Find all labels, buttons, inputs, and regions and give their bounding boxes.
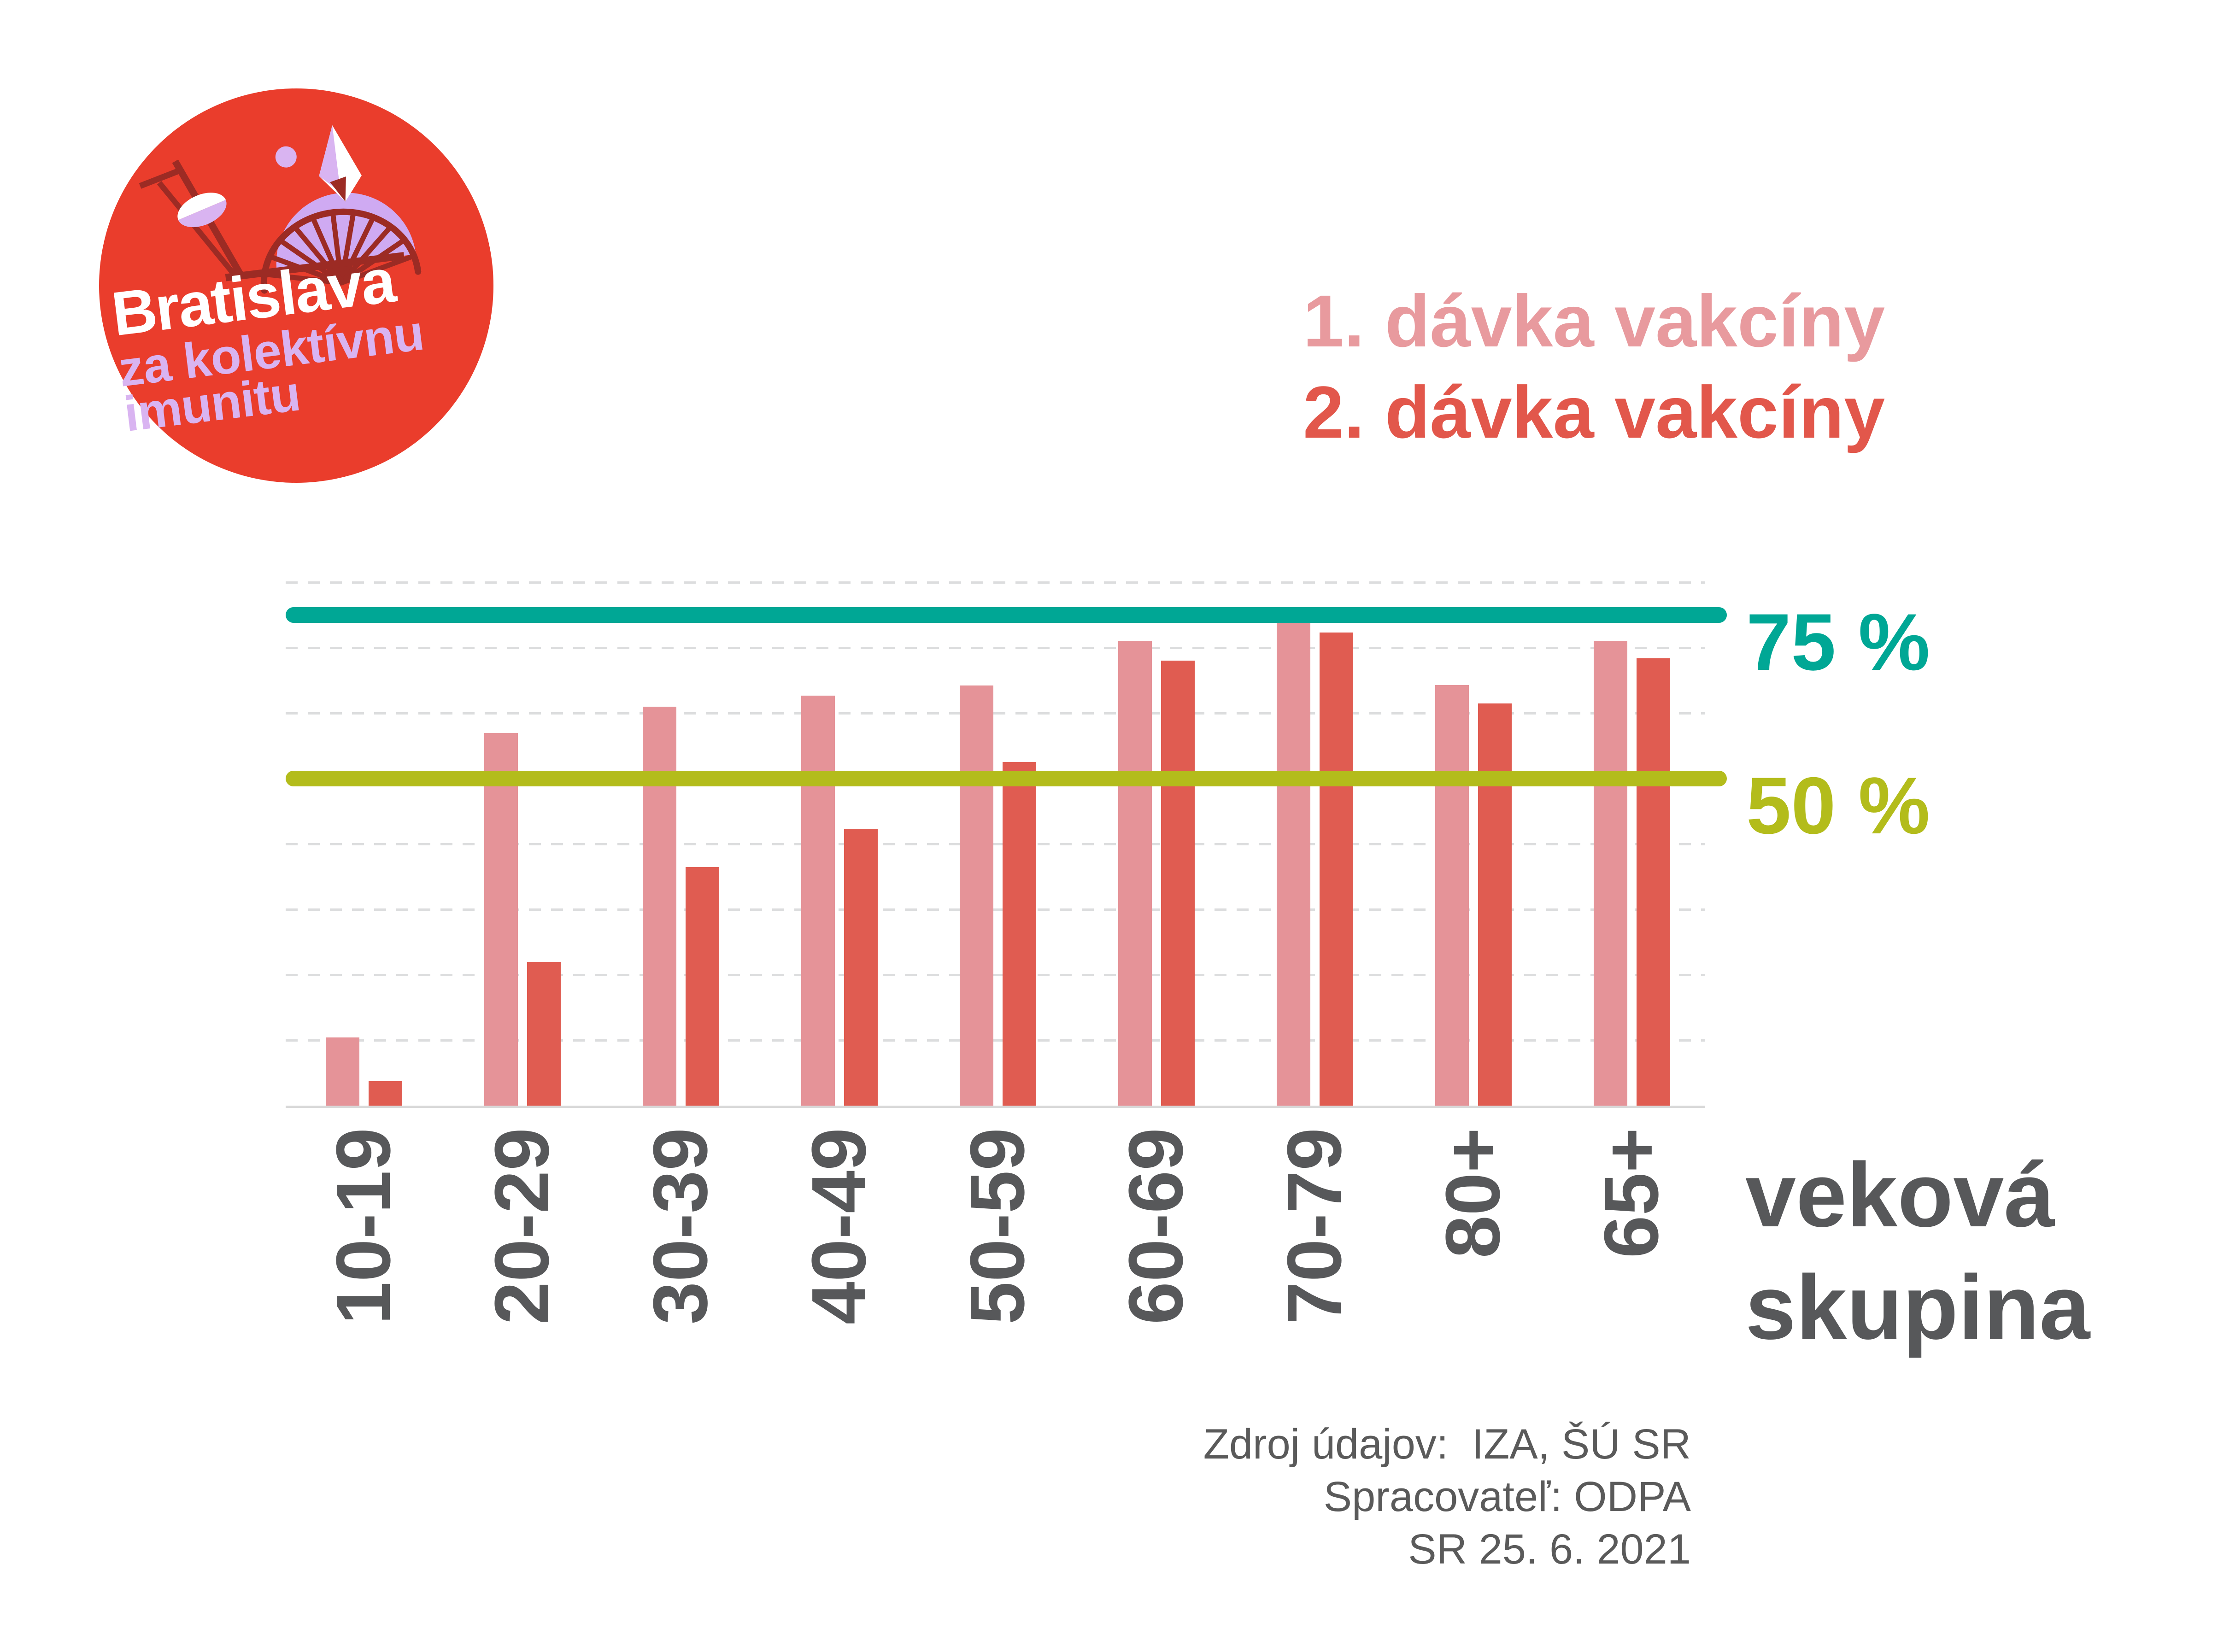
gridline-30 [286,908,1705,911]
bratislava-logo: Bratislava za kolektívnu imunitu [99,88,493,483]
source-note: Zdroj údajov: IZA, ŠÚ SR Spracovateľ: OD… [1014,1418,1691,1576]
ground-line [225,252,405,281]
parasol-top-bar [139,167,183,189]
bar-80+-dose2 [1478,703,1512,1106]
bar-65+-dose1 [1594,641,1627,1106]
sun-icon [275,146,297,168]
bar-70-79-dose1 [1277,621,1310,1106]
canopy-top [177,193,226,220]
bar-10-19-dose2 [369,1081,402,1106]
bar-30-39-dose2 [686,867,719,1106]
x-tick-70-79: 70-79 [1272,1128,1357,1413]
source-line-3: SR 25. 6. 2021 [1408,1526,1691,1573]
gridline-80 [286,581,1705,584]
reference-label-50: 50 % [1746,761,1930,851]
sail-lavender-face [319,125,340,192]
bar-10-19-dose1 [326,1037,359,1106]
reference-label-75: 75 % [1746,598,1930,687]
x-tick-10-19: 10-19 [321,1128,406,1413]
bar-40-49-dose1 [801,696,835,1106]
legend: 1. dávka vakcíny 2. dávka vakcíny [1303,275,1885,458]
x-tick-label: 80+ [1430,1128,1516,1259]
x-axis-title: veková skupina [1745,1139,2090,1364]
x-tick-80+: 80+ [1430,1128,1516,1413]
sail-dark-wedge [330,176,346,202]
x-tick-40-49: 40-49 [796,1128,882,1413]
legend-item-dose2: 2. dávka vakcíny [1303,371,1885,453]
bar-30-39-dose1 [643,707,676,1106]
bar-20-29-dose2 [527,962,561,1106]
x-tick-label: 50-59 [955,1128,1040,1325]
x-axis-title-line2: skupina [1745,1256,2090,1358]
gridline-20 [286,974,1705,976]
gridline-60 [286,712,1705,715]
canopy-bottom [178,199,227,228]
parasol-canopy [177,193,227,228]
bar-50-59-dose2 [1003,762,1036,1106]
x-tick-label: 65+ [1589,1128,1674,1259]
x-tick-label: 10-19 [321,1128,406,1325]
x-tick-65+: 65+ [1589,1128,1674,1413]
gridline-10 [286,1039,1705,1042]
bar-65+-dose2 [1637,658,1670,1106]
bar-50-59-dose1 [960,685,993,1106]
x-tick-label: 20-29 [479,1128,565,1325]
x-tick-label: 60-69 [1113,1128,1199,1325]
bridge-arc [260,208,422,294]
bar-70-79-dose2 [1320,633,1353,1106]
bar-80+-dose1 [1435,685,1469,1106]
bar-60-69-dose2 [1161,661,1195,1106]
sail-icon [319,125,362,202]
bar-60-69-dose1 [1118,641,1152,1106]
x-tick-60-69: 60-69 [1113,1128,1199,1413]
x-tick-50-59: 50-59 [955,1128,1040,1413]
dome-shape [276,193,416,271]
parasol-icon [139,159,244,278]
gridline-70 [286,647,1705,649]
x-tick-label: 70-79 [1272,1128,1357,1325]
reference-line-50 [286,771,1727,786]
bar-40-49-dose2 [844,829,878,1106]
x-tick-label: 30-39 [638,1128,723,1325]
x-axis-title-line1: veková [1745,1144,2055,1246]
x-tick-20-29: 20-29 [479,1128,565,1413]
x-tick-label: 40-49 [796,1128,882,1325]
bar-20-29-dose1 [484,733,518,1106]
gridline-40 [286,843,1705,845]
logo-rotated-group: Bratislava za kolektívnu imunitu [108,125,427,442]
x-axis-line [286,1106,1705,1108]
logo-circle [99,88,493,483]
lounger-leg [157,181,238,278]
source-line-1: Zdroj údajov: IZA, ŠÚ SR [1203,1421,1691,1468]
legend-item-dose1: 1. dávka vakcíny [1303,280,1885,362]
source-line-2: Spracovateľ: ODPA [1323,1473,1691,1520]
reference-line-75 [286,607,1727,623]
x-tick-30-39: 30-39 [638,1128,723,1413]
